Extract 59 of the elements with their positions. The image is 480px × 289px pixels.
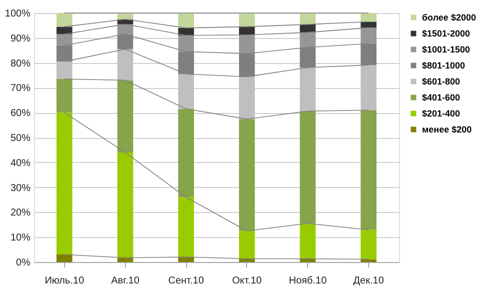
x-tick-label: Июль.10	[44, 276, 85, 286]
bar	[360, 28, 376, 44]
bar	[300, 223, 316, 259]
x-tick-label: Дек.10	[353, 276, 384, 286]
bar	[178, 74, 194, 109]
bar	[239, 119, 255, 231]
legend-label: $1501-2000	[422, 28, 470, 38]
bar	[300, 68, 316, 112]
y-tick-label: 70%	[10, 83, 31, 94]
bar	[300, 32, 316, 48]
legend-label: менее $200	[422, 124, 472, 134]
bar	[178, 197, 194, 258]
x-tick-label: Окт.10	[232, 276, 262, 286]
x-tick-label: Нояб.10	[288, 276, 328, 286]
bar	[56, 26, 72, 34]
bar	[360, 13, 376, 22]
bar	[56, 62, 72, 79]
bar	[117, 152, 134, 258]
legend-label: $801-1000	[422, 60, 466, 70]
y-tick-label: 90%	[10, 33, 31, 44]
bar	[178, 35, 194, 52]
bar	[239, 230, 255, 259]
bar	[117, 49, 134, 80]
y-tick-label: 0%	[16, 258, 31, 268]
bar	[239, 13, 255, 27]
y-tick-label: 40%	[10, 158, 31, 169]
y-tick-label: 60%	[10, 108, 31, 120]
bar	[360, 230, 376, 260]
y-tick-label: 80%	[10, 58, 31, 70]
bar	[300, 13, 316, 24]
legend-label: более $2000	[422, 12, 476, 22]
bar	[360, 65, 376, 110]
x-tick-label: Сент.10	[168, 276, 204, 286]
bar	[56, 34, 72, 46]
bar	[117, 258, 134, 262]
bar	[360, 22, 376, 28]
bar	[360, 259, 376, 262]
bar	[239, 34, 255, 54]
bar	[56, 78, 72, 113]
bar	[56, 13, 72, 27]
y-tick-label: 20%	[10, 208, 31, 219]
bar	[117, 80, 134, 152]
bar	[56, 112, 72, 255]
bar	[300, 111, 316, 224]
legend-label: $1001-1500	[422, 44, 470, 54]
bar	[178, 108, 194, 198]
y-tick-label: 100%	[4, 8, 31, 20]
bar	[239, 76, 255, 120]
legend-label: $401-600	[422, 92, 460, 102]
y-tick-label: 30%	[10, 182, 31, 194]
bar	[360, 110, 376, 230]
x-tick-label: Авг.10	[111, 276, 140, 286]
bar	[56, 254, 72, 262]
bar	[178, 13, 194, 28]
y-tick-label: 50%	[10, 133, 31, 144]
legend-label: $601-800	[422, 76, 460, 86]
y-tick-label: 10%	[10, 232, 31, 244]
legend-label: $201-400	[422, 108, 460, 118]
bar	[117, 24, 134, 34]
